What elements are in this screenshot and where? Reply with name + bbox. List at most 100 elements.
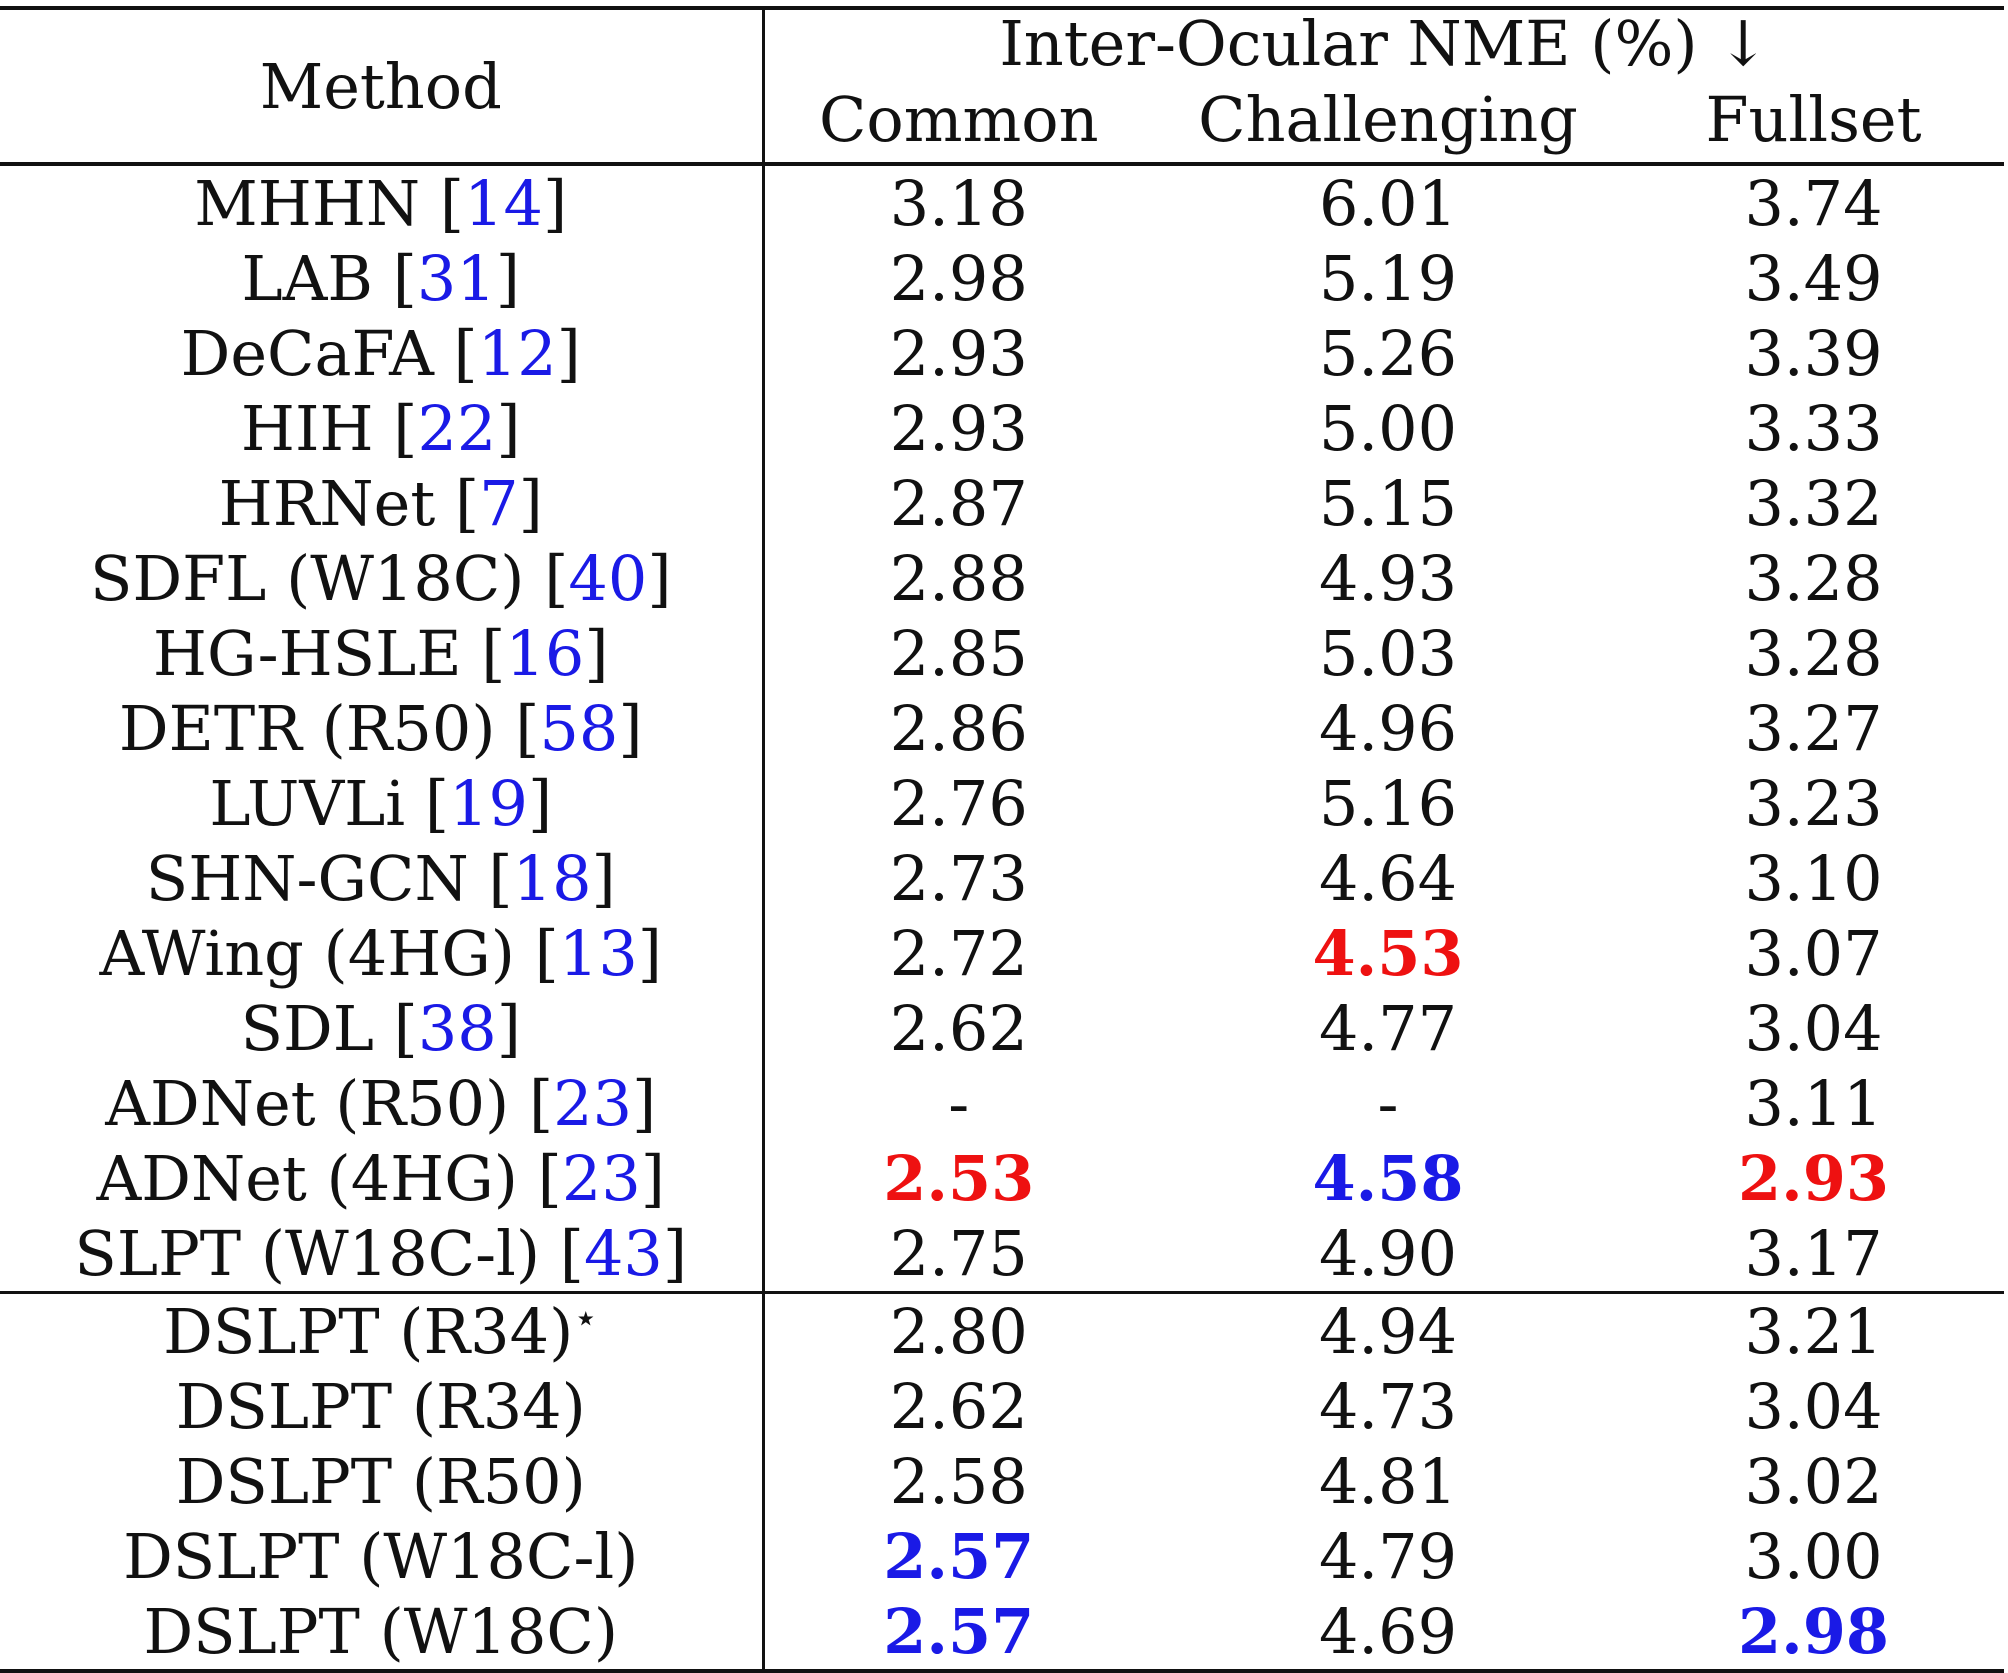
fullset-cell: 3.23 (1744, 767, 1883, 840)
method-cell: SDFL (W18C) [40] (89, 542, 672, 615)
challenging-cell-second: 4.58 (1312, 1142, 1464, 1215)
table-row: DETR (R50) [58] 2.86 4.96 3.27 (0, 691, 2004, 766)
citation-link[interactable]: 22 (417, 392, 497, 465)
table-row: MHHN [14] 3.18 6.01 3.74 (0, 164, 2004, 241)
challenging-cell: 4.94 (1318, 1295, 1458, 1368)
fullset-cell-second: 2.98 (1738, 1595, 1890, 1668)
challenging-cell: 4.69 (1318, 1595, 1458, 1668)
citation-link[interactable]: 58 (539, 692, 619, 765)
method-cell: HIH [22] (240, 392, 521, 465)
fullset-cell: 3.33 (1744, 392, 1883, 465)
common-cell: 2.86 (761, 691, 1153, 766)
common-cell: 2.93 (761, 316, 1153, 391)
method-cell: ADNet (4HG) [23] (96, 1142, 665, 1215)
challenging-cell: 4.90 (1318, 1217, 1458, 1290)
method-header: Method (259, 49, 502, 123)
challenging-cell: 5.16 (1318, 767, 1458, 840)
citation-link[interactable]: 43 (583, 1217, 663, 1290)
method-cell: MHHN [14] (194, 167, 568, 240)
challenging-cell: 5.15 (1318, 467, 1458, 540)
citation-link[interactable]: 38 (417, 992, 497, 1065)
citation-link[interactable]: 31 (416, 242, 496, 315)
method-cell: DSLPT (W18C-l) (123, 1520, 639, 1593)
common-cell: - (761, 1066, 1153, 1141)
method-cell: DSLPT (R34) (175, 1370, 586, 1443)
nme-results-table: Method Inter-Ocular NME (%) ↓ Common Cha… (0, 6, 2005, 1673)
method-cell: DSLPT (R50) (175, 1445, 586, 1518)
citation-link[interactable]: 19 (449, 767, 528, 840)
method-cell: DSLPT (W18C) (143, 1595, 619, 1668)
method-cell: DeCaFA [12] (180, 317, 581, 390)
challenging-cell-best: 4.53 (1312, 917, 1464, 990)
challenging-cell: 4.81 (1318, 1445, 1458, 1518)
table-row: LUVLi [19] 2.76 5.16 3.23 (0, 766, 2004, 841)
fullset-cell: 3.74 (1744, 167, 1883, 240)
fullset-cell: 3.17 (1744, 1217, 1883, 1290)
challenging-cell: 4.64 (1318, 842, 1458, 915)
common-cell: 2.62 (761, 991, 1153, 1066)
citation-link[interactable]: 7 (479, 467, 519, 540)
fullset-cell: 3.04 (1744, 992, 1883, 1065)
table-row: HG-HSLE [16] 2.85 5.03 3.28 (0, 616, 2004, 691)
method-cell: DETR (R50) [58] (118, 692, 643, 765)
citation-link[interactable]: 16 (505, 617, 585, 690)
common-cell-second: 2.57 (761, 1519, 1153, 1594)
table-row: DSLPT (R50) 2.58 4.81 3.02 (0, 1444, 2004, 1519)
common-cell: 2.76 (761, 766, 1153, 841)
citation-link[interactable]: 23 (561, 1142, 641, 1215)
common-cell: 2.58 (761, 1444, 1153, 1519)
challenging-cell: 4.96 (1318, 692, 1458, 765)
challenging-cell: 5.26 (1318, 317, 1458, 390)
challenging-cell: 5.03 (1318, 617, 1458, 690)
table-row: SDFL (W18C) [40] 2.88 4.93 3.28 (0, 541, 2004, 616)
method-cell: HG-HSLE [16] (152, 617, 609, 690)
common-cell: 2.87 (761, 466, 1153, 541)
table-row: DSLPT (R34) 2.62 4.73 3.04 (0, 1369, 2004, 1444)
citation-link[interactable]: 40 (568, 542, 648, 615)
challenging-cell: 6.01 (1318, 167, 1458, 240)
table-row: ADNet (4HG) [23] 2.53 4.58 2.93 (0, 1141, 2004, 1216)
citation-link[interactable]: 14 (464, 167, 543, 240)
fullset-cell: 3.10 (1744, 842, 1883, 915)
column-header-common: Common (761, 78, 1153, 164)
common-cell: 2.62 (761, 1369, 1153, 1444)
challenging-cell: 5.00 (1318, 392, 1458, 465)
citation-link[interactable]: 13 (558, 917, 638, 990)
common-cell: 2.85 (761, 616, 1153, 691)
method-cell: ADNet (R50) [23] (105, 1067, 657, 1140)
fullset-cell: 3.00 (1744, 1520, 1883, 1593)
table-row: ADNet (R50) [23] - - 3.11 (0, 1066, 2004, 1141)
table-row: HRNet [7] 2.87 5.15 3.32 (0, 466, 2004, 541)
challenging-cell: - (1377, 1067, 1399, 1140)
fullset-cell: 3.28 (1744, 617, 1883, 690)
fullset-cell: 3.11 (1744, 1067, 1883, 1140)
table-row: DSLPT (W18C) 2.57 4.69 2.98 (0, 1594, 2005, 1671)
column-header-fullset: Fullset (1705, 83, 1922, 156)
method-cell: SHN-GCN [18] (145, 842, 616, 915)
citation-link[interactable]: 12 (477, 317, 557, 390)
common-cell: 2.98 (761, 241, 1153, 316)
common-cell: 3.18 (761, 164, 1153, 241)
citation-link[interactable]: 23 (553, 1067, 633, 1140)
common-cell: 2.73 (761, 841, 1153, 916)
method-cell: SLPT (W18C-l) [43] (74, 1217, 688, 1290)
method-cell: SDL [38] (240, 992, 521, 1065)
table-row: DSLPT (R34)⋆ 2.80 4.94 3.21 (0, 1292, 2005, 1369)
fullset-cell: 3.07 (1744, 917, 1883, 990)
challenging-cell: 5.19 (1318, 242, 1458, 315)
citation-link[interactable]: 18 (512, 842, 592, 915)
fullset-cell: 3.27 (1744, 692, 1883, 765)
fullset-cell-best: 2.93 (1738, 1142, 1890, 1215)
fullset-cell: 3.32 (1744, 467, 1883, 540)
table-row: SHN-GCN [18] 2.73 4.64 3.10 (0, 841, 2004, 916)
common-cell: 2.75 (761, 1216, 1153, 1293)
method-cell: LAB [31] (241, 242, 520, 315)
challenging-cell: 4.73 (1318, 1370, 1458, 1443)
common-cell-best: 2.53 (761, 1141, 1153, 1216)
column-header-challenging: Challenging (1198, 83, 1578, 156)
fullset-cell: 3.04 (1744, 1370, 1883, 1443)
table-row: DeCaFA [12] 2.93 5.26 3.39 (0, 316, 2004, 391)
fullset-cell: 3.02 (1744, 1445, 1883, 1518)
fullset-cell: 3.28 (1744, 542, 1883, 615)
